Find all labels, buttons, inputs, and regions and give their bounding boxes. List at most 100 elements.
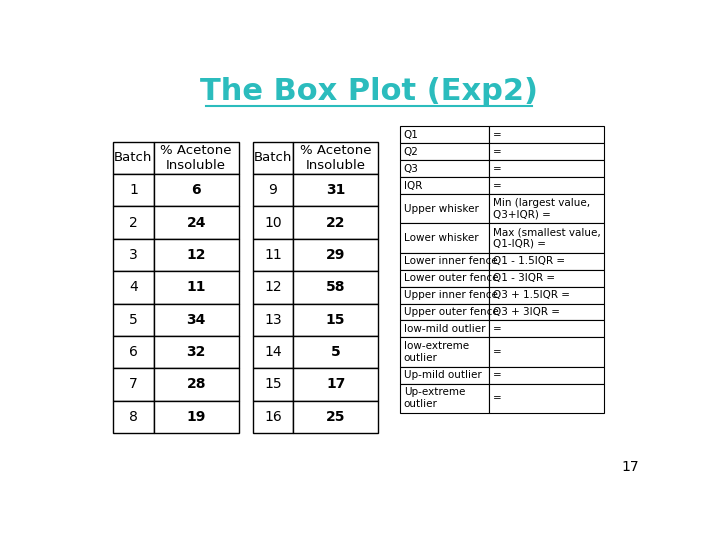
Bar [400,126,489,143]
Bar [400,320,489,338]
Bar [293,368,378,401]
Text: =: = [493,164,502,174]
Text: Batch: Batch [253,151,292,165]
Bar [153,368,239,401]
Bar [153,303,239,336]
Text: =: = [493,181,502,191]
Bar [489,303,604,320]
Text: 11: 11 [186,280,206,294]
Text: 6: 6 [129,345,138,359]
Text: Up-extreme
outlier: Up-extreme outlier [404,387,465,409]
Bar [293,336,378,368]
Bar [253,174,293,206]
Text: Q3 + 3IQR =: Q3 + 3IQR = [493,307,560,317]
Text: =: = [493,347,502,357]
Bar [113,401,153,433]
Bar [253,336,293,368]
Bar [253,206,293,239]
Bar [293,206,378,239]
Text: Q3 + 1.5IQR =: Q3 + 1.5IQR = [493,290,570,300]
Bar [113,174,153,206]
Bar [293,142,378,174]
Text: Q1 - 1.5IQR =: Q1 - 1.5IQR = [493,256,565,266]
Bar [400,253,489,269]
Bar [400,367,489,383]
Bar [489,383,604,413]
Text: Batch: Batch [114,151,153,165]
Bar [153,206,239,239]
Bar [489,224,604,253]
Bar [153,271,239,303]
Text: 8: 8 [129,410,138,424]
Bar [253,303,293,336]
Text: The Box Plot (Exp2): The Box Plot (Exp2) [200,77,538,106]
Bar [293,303,378,336]
Bar [400,194,489,224]
Bar [400,160,489,177]
Text: Q2: Q2 [404,147,419,157]
Bar [113,368,153,401]
Bar [489,367,604,383]
Text: Upper inner fence: Upper inner fence [404,290,498,300]
Text: 17: 17 [326,377,346,392]
Text: 25: 25 [326,410,346,424]
Text: 5: 5 [129,313,138,327]
Text: Upper whisker: Upper whisker [404,204,479,214]
Text: % Acetone
Insoluble: % Acetone Insoluble [161,144,232,172]
Bar [489,320,604,338]
Text: 19: 19 [186,410,206,424]
Bar [400,143,489,160]
Text: 9: 9 [269,183,277,197]
Text: 12: 12 [186,248,206,262]
Text: Q1 - 3IQR =: Q1 - 3IQR = [493,273,555,283]
Bar [489,143,604,160]
Text: Upper outer fence: Upper outer fence [404,307,499,317]
Text: IQR: IQR [404,181,422,191]
Bar [400,287,489,303]
Bar [113,206,153,239]
Bar [113,271,153,303]
Text: Q3: Q3 [404,164,419,174]
Text: =: = [493,130,502,140]
Text: 2: 2 [129,215,138,230]
Bar [113,239,153,271]
Text: Lower outer fence: Lower outer fence [404,273,498,283]
Text: % Acetone
Insoluble: % Acetone Insoluble [300,144,372,172]
Text: =: = [493,147,502,157]
Bar [153,142,239,174]
Text: 24: 24 [186,215,206,230]
Text: 17: 17 [621,461,639,475]
Text: =: = [493,324,502,334]
Bar [253,239,293,271]
Text: Max (smallest value,
Q1-IQR) =: Max (smallest value, Q1-IQR) = [493,227,600,249]
Text: 15: 15 [326,313,346,327]
Bar [293,401,378,433]
Bar [400,383,489,413]
Text: 5: 5 [330,345,341,359]
Bar [253,142,293,174]
Bar [113,142,153,174]
Bar [113,336,153,368]
Text: Up-mild outlier: Up-mild outlier [404,370,482,380]
Text: 32: 32 [186,345,206,359]
Bar [253,271,293,303]
Bar [400,269,489,287]
Text: 12: 12 [264,280,282,294]
Bar [489,253,604,269]
Bar [489,160,604,177]
Bar [400,224,489,253]
Text: 34: 34 [186,313,206,327]
Bar [489,126,604,143]
Bar [153,174,239,206]
Text: 10: 10 [264,215,282,230]
Text: 3: 3 [129,248,138,262]
Bar [489,194,604,224]
Bar [293,271,378,303]
Bar [253,368,293,401]
Text: 16: 16 [264,410,282,424]
Bar [489,338,604,367]
Text: Q1: Q1 [404,130,419,140]
Text: 31: 31 [326,183,346,197]
Text: Min (largest value,
Q3+IQR) =: Min (largest value, Q3+IQR) = [493,198,590,220]
Bar [293,174,378,206]
